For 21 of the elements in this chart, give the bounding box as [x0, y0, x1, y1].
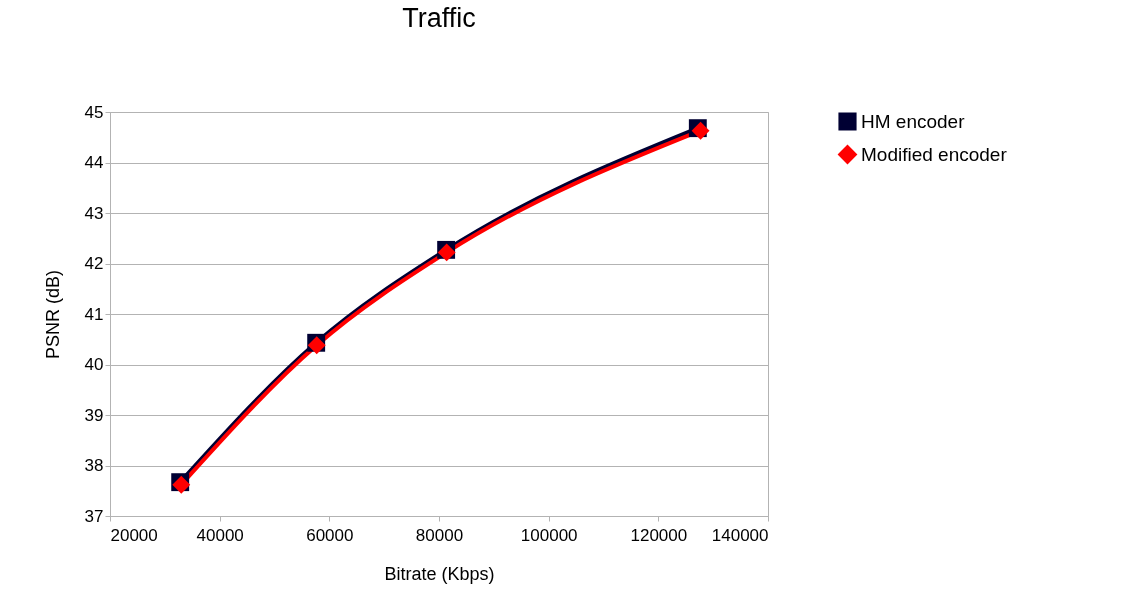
chart-title: Traffic [402, 3, 476, 33]
x-tick-label: 80000 [415, 525, 464, 545]
y-tick-label: 41 [84, 304, 104, 324]
x-tick-label: 120000 [630, 525, 688, 545]
x-tick-label: 140000 [711, 525, 769, 545]
legend-label: Modified encoder [861, 143, 1008, 165]
y-tick-label: 40 [84, 355, 104, 374]
y-tick-label: 42 [84, 254, 104, 273]
x-axis-title: Bitrate (Kbps) [384, 563, 495, 584]
y-tick-label: 39 [84, 405, 104, 425]
y-tick-label: 37 [84, 506, 104, 526]
x-tick-label: 60000 [306, 525, 354, 545]
x-tick-label: 40000 [196, 525, 244, 545]
x-tick-label: 100000 [520, 525, 578, 545]
y-tick-label: 44 [84, 153, 104, 172]
y-axis-title: PSNR (dB) [42, 269, 63, 360]
x-tick-label: 20000 [110, 525, 158, 545]
y-tick-label: 45 [84, 102, 104, 122]
legend-label: HM encoder [861, 110, 966, 132]
y-tick-label: 38 [84, 456, 104, 475]
y-tick-label: 43 [84, 203, 104, 223]
